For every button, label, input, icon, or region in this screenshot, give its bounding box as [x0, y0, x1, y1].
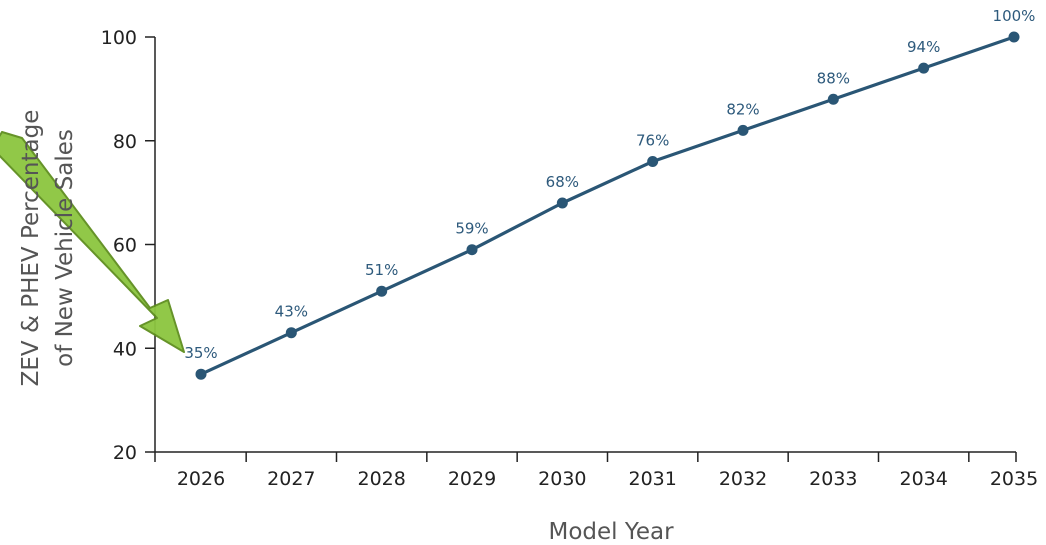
x-tick-label: 2033 [809, 468, 857, 490]
data-point [737, 124, 749, 136]
annotation-arrow [0, 131, 185, 353]
x-tick-label: 2027 [267, 468, 315, 490]
y-axis-title-line1: ZEV & PHEV Percentage [18, 110, 44, 387]
y-tick-label: 40 [113, 338, 137, 360]
x-tick-label: 2032 [719, 468, 767, 490]
data-label: 51% [365, 261, 398, 279]
x-axis-title: Model Year [548, 519, 674, 545]
data-label: 82% [726, 100, 759, 118]
data-point [918, 62, 930, 74]
data-label: 59% [455, 220, 488, 238]
y-tick-label: 100 [101, 27, 137, 49]
x-tick-label: 2029 [448, 468, 496, 490]
data-point [1008, 31, 1020, 43]
y-tick-label: 80 [113, 131, 137, 153]
x-tick-label: 2031 [628, 468, 676, 490]
data-point [647, 156, 659, 167]
data-label: 100% [993, 7, 1036, 25]
x-tick-label: 2028 [357, 468, 405, 490]
data-label: 43% [275, 303, 308, 321]
series-line [199, 35, 1016, 376]
data-point [827, 93, 839, 105]
data-label: 94% [907, 38, 940, 56]
data-point [285, 327, 297, 339]
y-axis-title-line2: of New Vehicle Sales [52, 129, 78, 367]
data-labels: 35% 43% 51% 59% 68% 76% 82% 88% 94% 100% [184, 7, 1035, 362]
x-tick-label: 2035 [990, 468, 1038, 490]
x-tick-label: 2026 [177, 468, 225, 490]
data-label: 35% [184, 344, 217, 362]
data-label: 76% [636, 132, 669, 150]
series-line-layer [195, 31, 1020, 380]
y-tick-label: 60 [113, 235, 137, 257]
data-label: 88% [817, 69, 850, 87]
x-tick-label: 2034 [899, 468, 947, 490]
data-point [556, 197, 568, 209]
axes: 20 40 60 80 100 2026 2027 2028 2029 2030 2031 2032 2… [101, 27, 1038, 490]
data-point [195, 368, 207, 380]
annotation-arrow-shape [0, 131, 185, 353]
data-label: 68% [546, 173, 579, 191]
y-tick-label: 20 [113, 442, 137, 464]
data-point [376, 285, 388, 297]
x-tick-label: 2030 [538, 468, 586, 490]
data-point [466, 244, 478, 256]
